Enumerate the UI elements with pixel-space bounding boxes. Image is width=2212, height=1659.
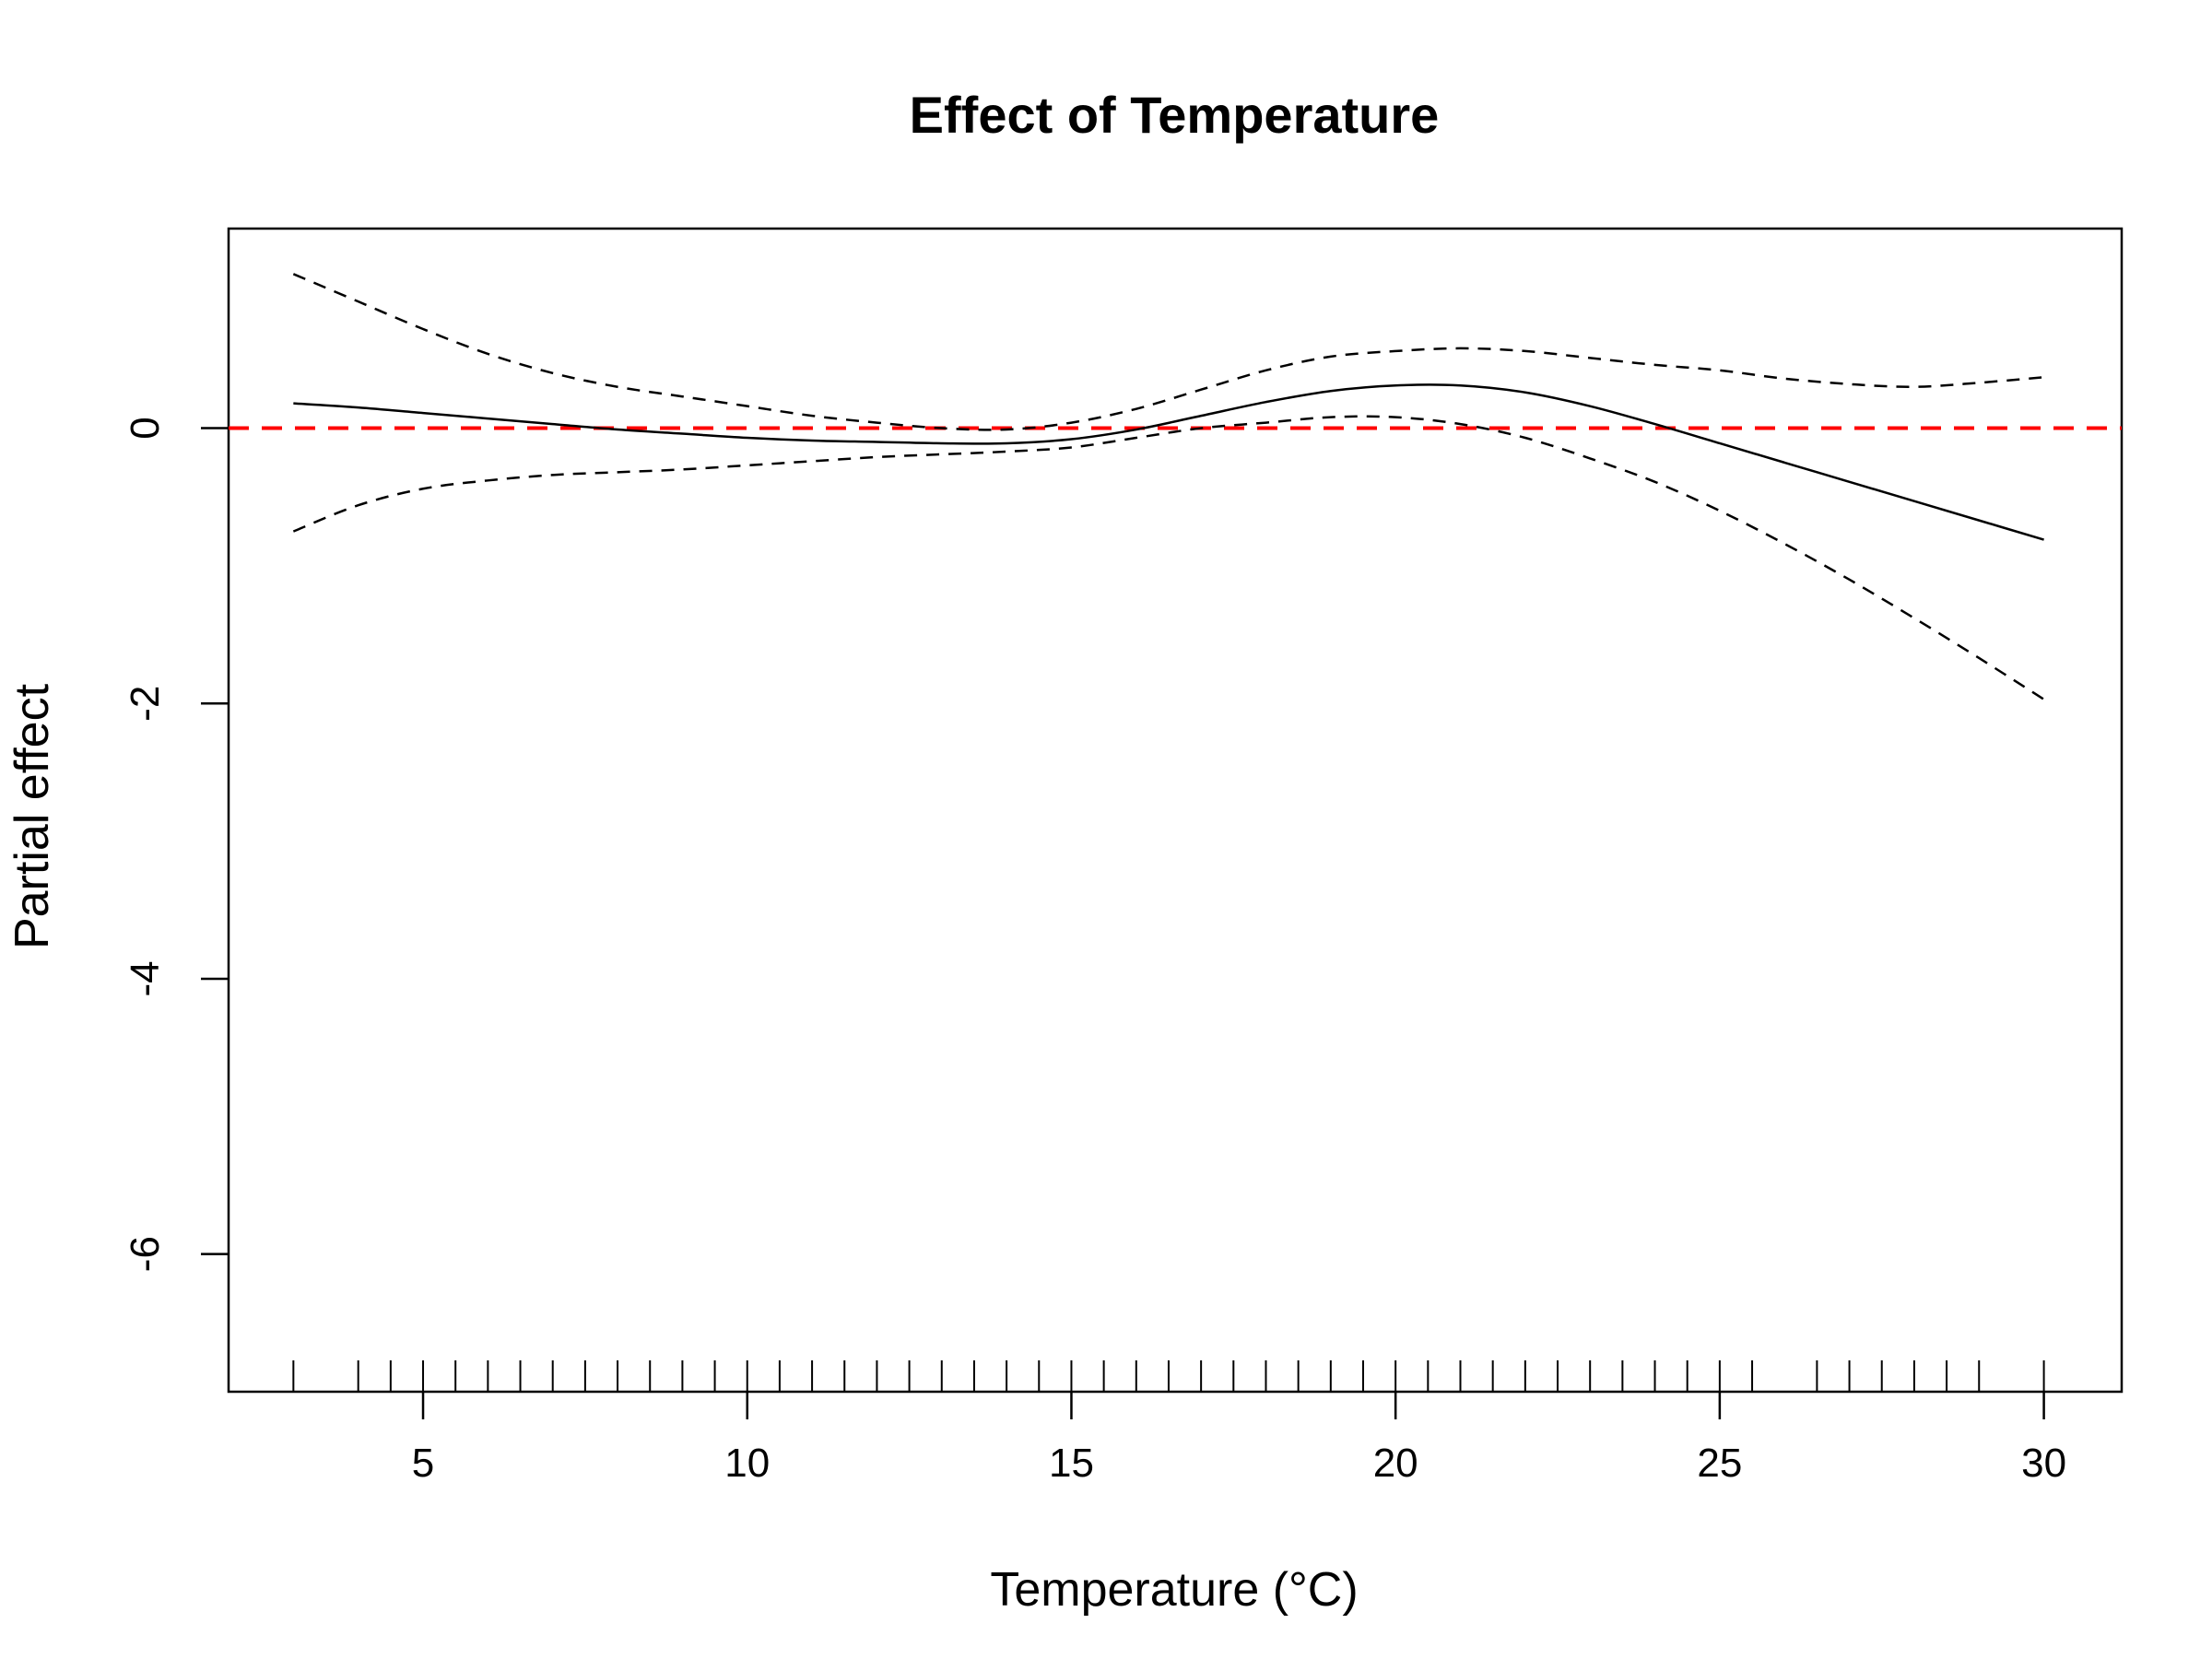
- plot-area: 5 10 15 20 25 30 0 -2 -4 -6: [123, 227, 2124, 1486]
- x-tick-label: 25: [1697, 1441, 1742, 1486]
- x-axis-label: Temperature (°C): [990, 1563, 1358, 1617]
- plot-frame: [227, 227, 2124, 1394]
- x-tick-label: 30: [2021, 1441, 2066, 1486]
- y-tick-label: -6: [123, 1236, 168, 1272]
- y-axis-label: Partial effect: [6, 683, 59, 949]
- x-tick-label: 5: [412, 1441, 434, 1486]
- x-tick-label: 10: [724, 1441, 770, 1486]
- y-tick-label: -4: [123, 960, 168, 996]
- chart-title: Effect of Temperature: [910, 86, 1440, 144]
- y-tick-label: -2: [123, 686, 168, 722]
- y-tick-label: 0: [123, 417, 168, 439]
- x-tick-label: 20: [1373, 1441, 1418, 1486]
- x-tick-label: 15: [1049, 1441, 1094, 1486]
- estimate-line: [293, 383, 2044, 541]
- lower-confidence-band-line: [292, 415, 2045, 700]
- upper-confidence-band-line: [292, 273, 2044, 431]
